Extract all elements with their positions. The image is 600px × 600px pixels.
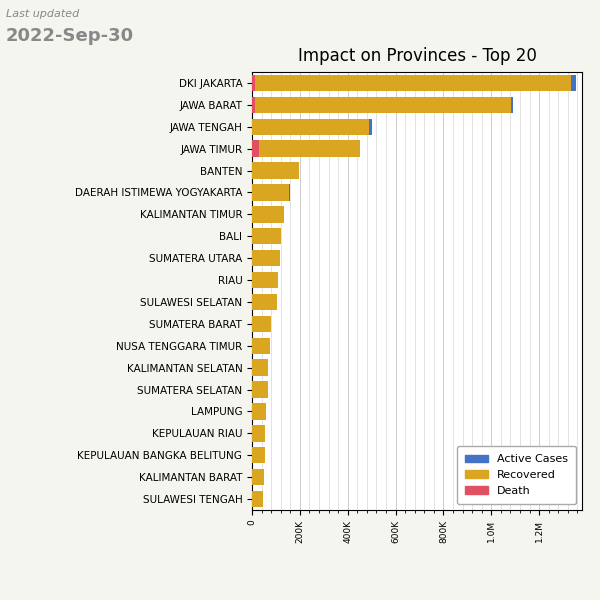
Bar xyxy=(252,425,265,442)
Text: Last updated: Last updated xyxy=(6,9,79,19)
Bar xyxy=(252,97,256,113)
Title: Impact on Provinces - Top 20: Impact on Provinces - Top 20 xyxy=(298,47,536,65)
Bar xyxy=(256,75,571,91)
Bar xyxy=(252,294,277,310)
Bar xyxy=(369,119,372,135)
Bar xyxy=(252,469,264,485)
Bar xyxy=(252,75,256,91)
Bar xyxy=(252,206,284,223)
Bar xyxy=(252,272,278,288)
Bar xyxy=(252,140,259,157)
Legend: Active Cases, Recovered, Death: Active Cases, Recovered, Death xyxy=(457,446,577,505)
Bar xyxy=(252,119,369,135)
Bar xyxy=(252,250,280,266)
Bar xyxy=(252,447,265,463)
Bar xyxy=(256,97,511,113)
Bar xyxy=(511,97,512,113)
Bar xyxy=(252,316,271,332)
Bar xyxy=(259,140,359,157)
Bar xyxy=(571,75,575,91)
Bar xyxy=(252,338,270,354)
Bar xyxy=(289,184,290,200)
Bar xyxy=(252,403,266,419)
Bar xyxy=(252,382,268,398)
Bar xyxy=(252,184,289,200)
Bar xyxy=(252,163,299,179)
Text: 2022-Sep-30: 2022-Sep-30 xyxy=(6,27,134,45)
Bar xyxy=(252,359,268,376)
Bar xyxy=(252,228,281,244)
Bar xyxy=(252,491,263,507)
